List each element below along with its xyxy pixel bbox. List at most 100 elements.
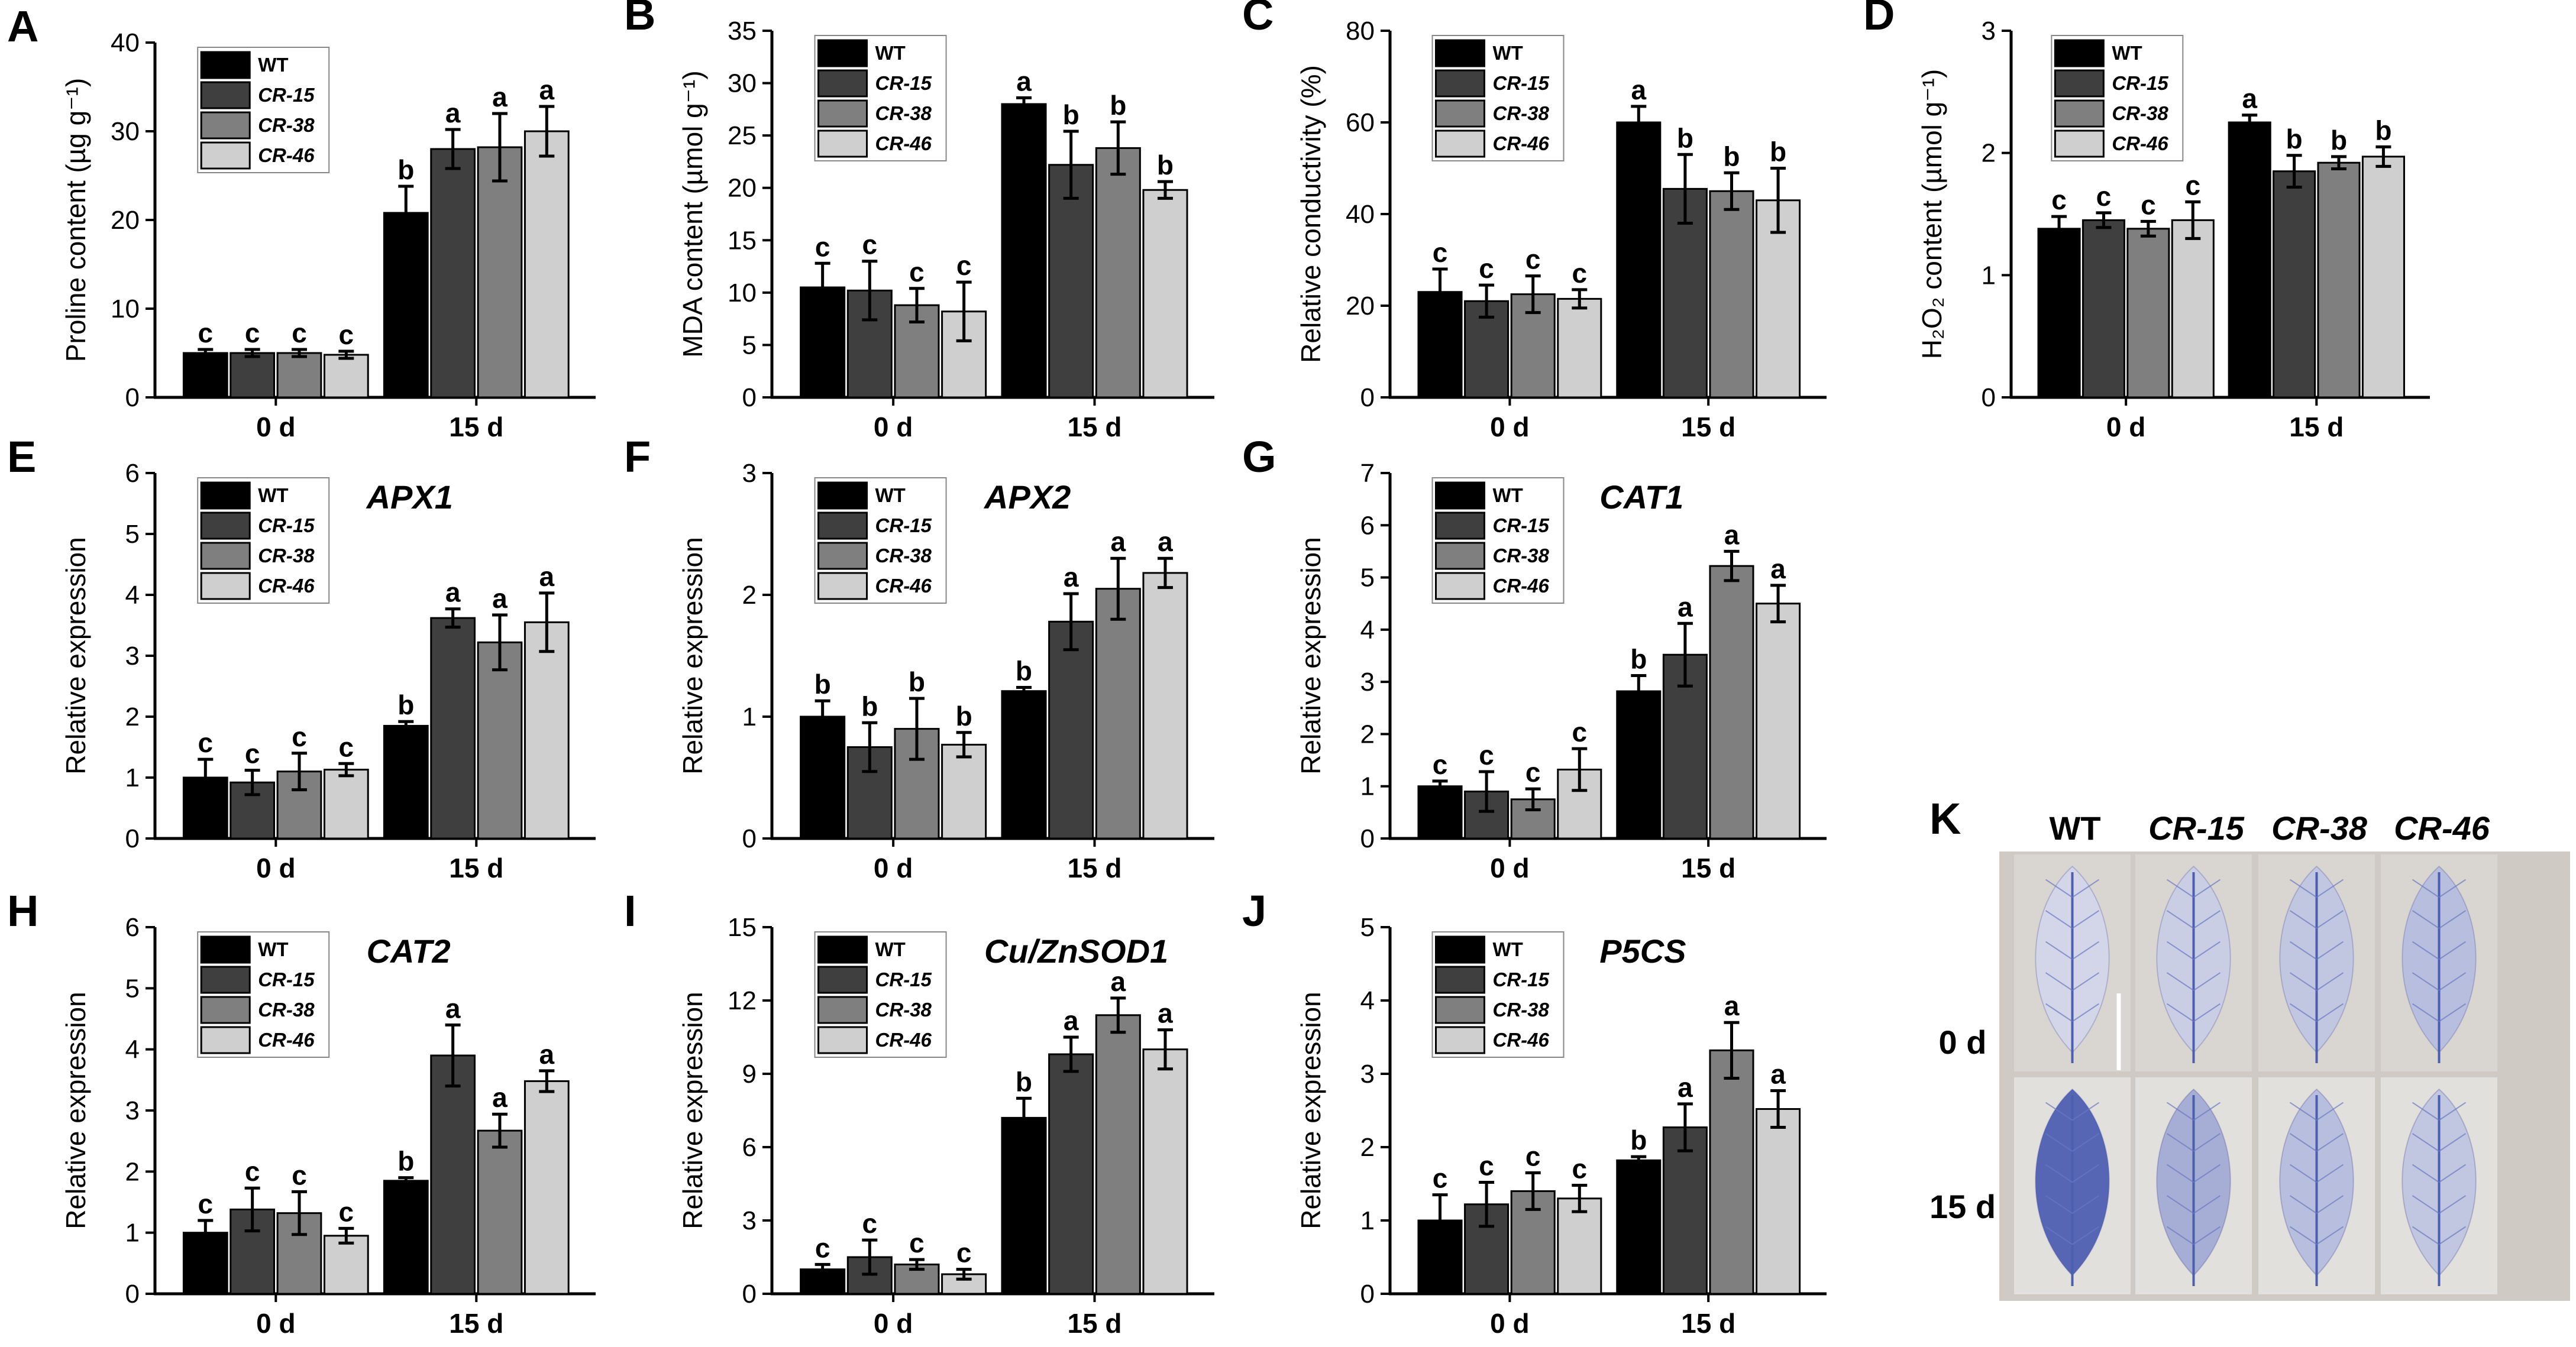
legend-swatch <box>817 1026 868 1054</box>
bar <box>230 352 276 399</box>
leaf-vein <box>2045 1133 2073 1152</box>
legend-entry: WT <box>875 42 906 64</box>
legend-entry: CR-15 <box>875 514 932 536</box>
y-tick-label: 20 <box>728 174 757 203</box>
leaf-vein <box>2166 1003 2194 1022</box>
significance-letter: c <box>815 1232 830 1263</box>
y-tick-label: 0 <box>1360 824 1375 853</box>
significance-letter: c <box>2185 170 2200 200</box>
leaf-vein <box>2071 1226 2100 1245</box>
y-axis-label: Relative expression <box>677 992 708 1229</box>
panel-label-e: E <box>7 432 36 481</box>
y-tick-label: 10 <box>728 279 757 307</box>
chart-title: CAT2 <box>367 932 451 970</box>
significance-letter: a <box>445 98 461 128</box>
leaf-vein <box>2166 1102 2194 1121</box>
legend-entry: CR-46 <box>875 132 932 154</box>
significance-letter: a <box>1064 562 1079 592</box>
legend-entry: CR-46 <box>875 575 932 597</box>
legend-swatch <box>1434 99 1485 128</box>
y-axis-label: Relative expression <box>677 537 708 774</box>
leaf-vein <box>2071 1102 2100 1121</box>
x-tick-label: 15 d <box>2289 412 2344 442</box>
legend: WT CR-15 CR-38 CR-46 <box>197 477 330 604</box>
leaf-vein <box>2045 879 2073 898</box>
y-tick-label: 5 <box>1360 564 1375 592</box>
leaf-vein <box>2071 972 2100 991</box>
significance-letter: a <box>492 1082 508 1113</box>
legend-entry: CR-38 <box>1492 102 1549 124</box>
leaf-vein <box>2316 879 2344 898</box>
bar <box>1557 297 1602 399</box>
photo-row-label: 0 d <box>1939 1024 1987 1061</box>
leaf-vein <box>2316 1003 2344 1022</box>
bar <box>323 354 369 399</box>
significance-letter: c <box>1525 1141 1541 1171</box>
panel-label-j: J <box>1242 886 1266 935</box>
significance-letter: b <box>397 154 414 185</box>
significance-letter: b <box>1630 644 1647 675</box>
chart-title: APX2 <box>983 478 1071 516</box>
significance-letter: a <box>539 1039 555 1070</box>
legend-swatch <box>200 996 251 1024</box>
legend-entry: CR-15 <box>1492 72 1549 94</box>
significance-letter: c <box>245 318 260 348</box>
legend-entry: CR-38 <box>875 999 932 1021</box>
leaf-vein <box>2193 972 2221 991</box>
y-tick-label: 20 <box>111 206 140 235</box>
significance-letter: c <box>862 229 878 260</box>
y-tick-label: 80 <box>1346 17 1375 46</box>
legend-swatch <box>200 572 251 600</box>
bar <box>1557 768 1602 840</box>
bar <box>430 617 476 840</box>
legend-entry: CR-46 <box>2112 132 2168 154</box>
significance-letter: c <box>909 257 925 287</box>
photo-column-label: WT <box>2049 810 2100 847</box>
legend-swatch <box>817 935 868 964</box>
significance-letter: a <box>1724 519 1740 550</box>
significance-letter: a <box>1724 990 1740 1021</box>
bar <box>2361 156 2405 399</box>
significance-letter: c <box>909 1228 925 1258</box>
y-tick-label: 5 <box>125 520 140 549</box>
legend-swatch <box>200 141 251 170</box>
y-axis-label: Relative expression <box>60 992 91 1229</box>
panel-label-d: D <box>1863 0 1895 39</box>
y-tick-label: 6 <box>125 459 140 488</box>
leaf-vein <box>2289 910 2318 929</box>
legend-swatch <box>1434 996 1485 1024</box>
legend: WT CR-15 CR-38 CR-46 <box>197 931 330 1058</box>
y-tick-label: 0 <box>742 1280 757 1309</box>
legend-entry: CR-38 <box>258 545 315 566</box>
y-tick-label: 1 <box>1360 1206 1375 1235</box>
leaf-vein <box>2166 910 2194 929</box>
significance-letter: a <box>539 75 555 105</box>
significance-letter: c <box>1479 740 1494 770</box>
y-tick-label: 1 <box>125 763 140 792</box>
significance-letter: c <box>2051 184 2067 215</box>
y-tick-label: 1 <box>1982 261 1996 290</box>
bar <box>1662 1126 1708 1295</box>
leaf-vein <box>2166 941 2194 960</box>
legend: WT CR-15 CR-38 CR-46 <box>1431 35 1565 161</box>
legend-swatch <box>200 542 251 570</box>
bar <box>2273 170 2316 399</box>
y-tick-label: 30 <box>728 69 757 98</box>
significance-letter: b <box>1723 141 1740 171</box>
bar <box>2037 228 2081 399</box>
bar <box>323 769 369 840</box>
x-tick-label: 0 d <box>874 412 913 442</box>
significance-letter: a <box>1631 75 1646 105</box>
y-tick-label: 5 <box>742 331 757 360</box>
leaf-vein <box>2412 1226 2440 1245</box>
legend-entry: CR-15 <box>875 72 932 94</box>
leaf-vein <box>2071 1195 2100 1214</box>
y-tick-label: 1 <box>1360 772 1375 801</box>
leaf-vein <box>2412 1003 2440 1022</box>
significance-letter: c <box>1433 1163 1448 1194</box>
bar <box>1095 1014 1141 1295</box>
significance-letter: c <box>198 1189 214 1219</box>
chart-title: APX1 <box>366 478 453 516</box>
